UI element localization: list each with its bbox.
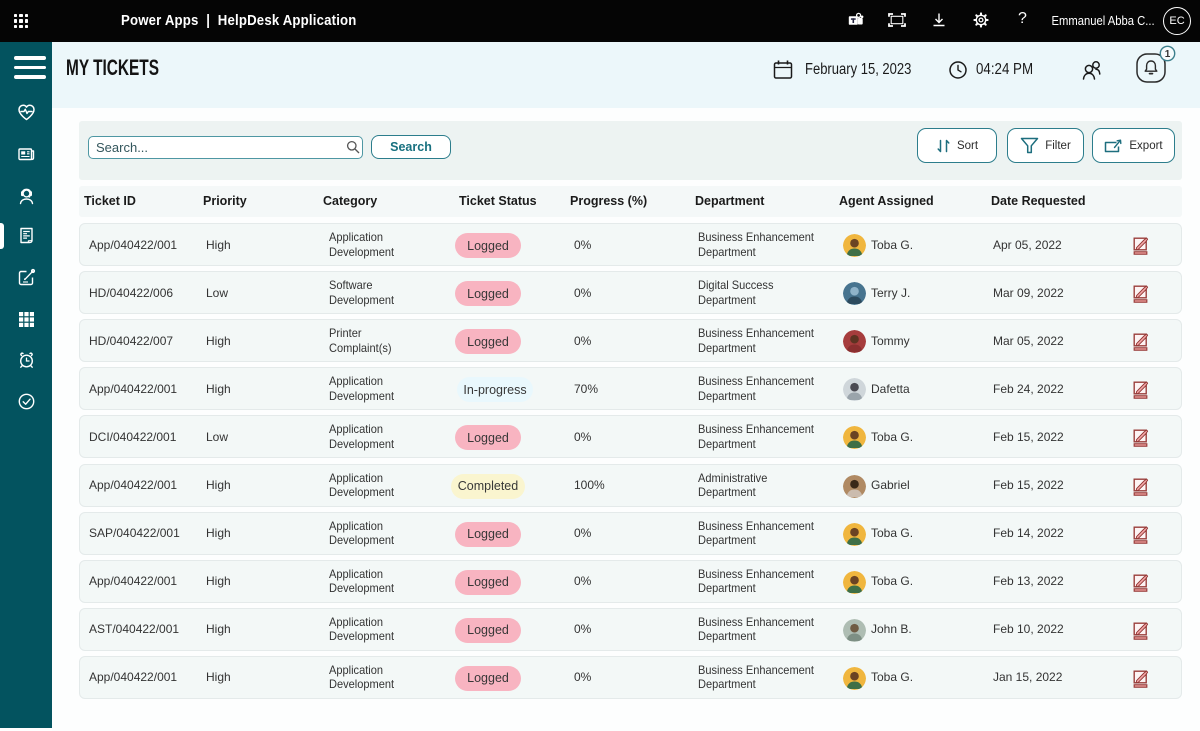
svg-text:1: 1	[1165, 49, 1171, 60]
